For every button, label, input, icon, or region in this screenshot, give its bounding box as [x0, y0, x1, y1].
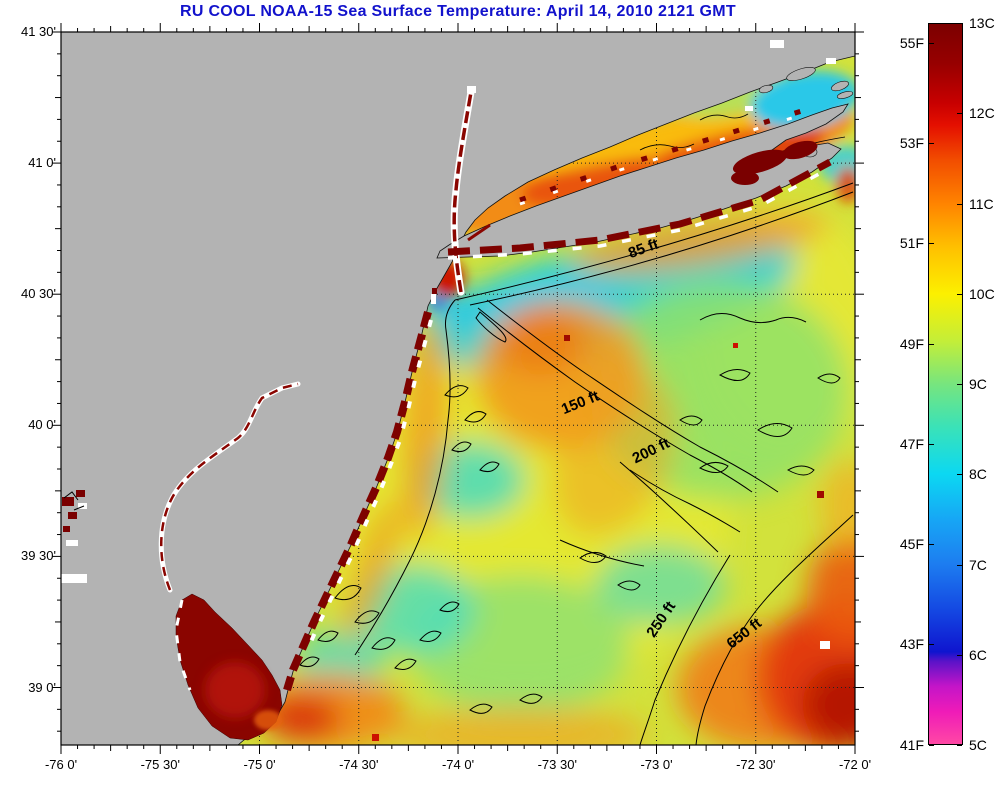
- cloud-patches: [61, 40, 836, 649]
- colorbar-tick: [929, 745, 934, 746]
- x-axis-label: -76 0': [44, 757, 78, 772]
- sst-smooth-fields: [255, 205, 855, 745]
- y-axis-label: 41 30': [20, 24, 56, 39]
- x-axis-label: -72 0': [838, 757, 872, 772]
- colorbar-c-label: 10C: [969, 285, 995, 302]
- contour-150ft: [477, 307, 753, 493]
- axis-ticks: [52, 23, 864, 754]
- colorbar-f-label: 51F: [899, 235, 924, 252]
- colorbar-tick: [957, 474, 962, 476]
- colorbar-f-label: 49F: [899, 335, 924, 352]
- hudson-river: [450, 88, 491, 296]
- colorbar-tick: [929, 243, 934, 245]
- colorbar-c-label: 6C: [969, 646, 987, 663]
- colorbar-c-label: 11C: [969, 195, 994, 212]
- colorbar-tick: [929, 43, 934, 45]
- y-axis-label: 40 0': [28, 417, 56, 433]
- contour-85ft: [454, 182, 854, 301]
- contour-250ft: [639, 554, 731, 745]
- colorbar-tick: [957, 564, 962, 566]
- colorbar-tick: [957, 113, 962, 115]
- colorbar-f-label: 47F: [899, 435, 924, 452]
- delaware-bay-warm-water: [174, 593, 283, 741]
- x-axis-label: -73 0': [640, 757, 673, 772]
- x-axis-label: -75 0': [243, 757, 276, 772]
- peconic-warm-patches: [731, 140, 818, 185]
- colorbar-tick: [929, 343, 934, 345]
- colorbar-tick: [929, 143, 934, 145]
- figure-title: RU COOL NOAA-15 Sea Surface Temperature:…: [180, 3, 736, 20]
- colorbar-tick: [929, 443, 934, 445]
- colorbar-c-label: 9C: [969, 376, 987, 392]
- colorbar-tick: [957, 203, 962, 205]
- colorbar-tick: [957, 654, 962, 656]
- colorbar-f-label: 45F: [899, 535, 924, 552]
- y-axis-label: 40 30': [20, 286, 56, 302]
- colorbar-c-label: 13C: [969, 15, 995, 31]
- contour-650ft: [695, 514, 854, 745]
- colorbar-c-label: 7C: [969, 556, 987, 573]
- y-axis-label: 41 0': [28, 155, 56, 171]
- colorbar-f-label: 43F: [899, 636, 924, 653]
- colorbar-f-label: 41F: [899, 737, 924, 753]
- colorbar-tick: [957, 293, 962, 295]
- colorbar-tick: [957, 384, 962, 385]
- warm-pixel-dots: [372, 335, 824, 741]
- colorbar-f-label: 55F: [899, 35, 924, 52]
- x-axis-label: -74 0': [441, 757, 475, 772]
- x-axis-label: -72 30': [736, 757, 776, 772]
- y-axis-label: 39 30': [20, 548, 56, 564]
- coastal-warm-bands: [283, 107, 832, 692]
- colorbar-tick: [929, 543, 934, 545]
- colorbar-tick: [957, 23, 962, 24]
- x-axis-label: -74 30': [339, 757, 379, 772]
- delaware-river: [158, 381, 301, 593]
- colorbar-c-label: 8C: [969, 466, 987, 483]
- colorbar-c-label: 5C: [969, 737, 987, 753]
- left-edge-warm-patches: [62, 288, 437, 532]
- colorbar-f-label: 53F: [899, 135, 924, 152]
- x-axis-label: -73 30': [537, 757, 577, 772]
- left-edge-contour-squiggle: [63, 491, 85, 511]
- colorbar-c-label: 12C: [969, 105, 995, 122]
- x-axis-label: -75 30': [140, 757, 180, 772]
- colorbar-tick: [929, 644, 934, 646]
- colorbar-tick: [957, 745, 962, 746]
- y-axis-label: 39 0': [28, 679, 56, 695]
